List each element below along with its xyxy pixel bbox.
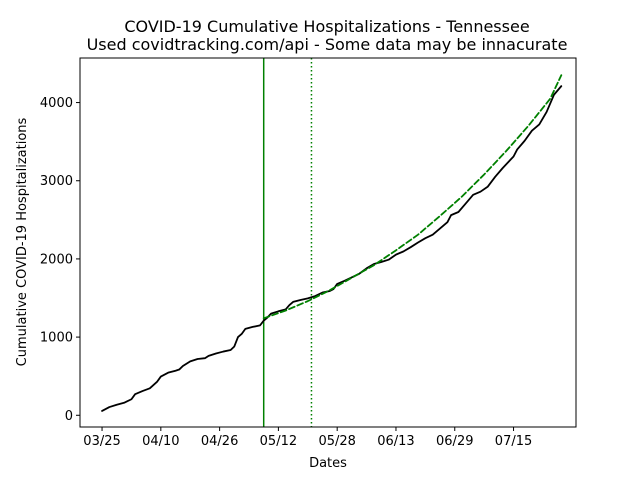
- y-axis: 0 1000 2000 3000 4000: [40, 96, 80, 424]
- series-line-1: [101, 85, 563, 412]
- x-axis-label: Dates: [309, 456, 347, 471]
- plot-area: [101, 58, 563, 427]
- x-tick-label: 06/13: [377, 434, 414, 449]
- series-line-2: [262, 74, 563, 320]
- x-tick-label: 04/10: [142, 434, 179, 449]
- x-tick-label: 07/15: [495, 434, 532, 449]
- y-tick-label: 0: [65, 409, 73, 424]
- y-tick-label: 1000: [40, 331, 73, 346]
- chart-subtitle: Used covidtracking.com/api - Some data m…: [87, 35, 568, 54]
- x-tick-label: 05/28: [318, 434, 355, 449]
- x-tick-label: 06/29: [436, 434, 473, 449]
- plot-frame: [79, 57, 577, 428]
- y-tick-label: 4000: [40, 96, 73, 111]
- x-tick-label: 03/25: [83, 434, 120, 449]
- x-tick-label: 04/26: [201, 434, 238, 449]
- chart-title: COVID-19 Cumulative Hospitalizations - T…: [124, 17, 529, 36]
- x-tick-label: 05/12: [260, 434, 297, 449]
- y-tick-label: 3000: [40, 174, 73, 189]
- y-tick-label: 2000: [40, 252, 73, 267]
- x-axis: 03/25 04/10 04/26 05/12 05/28 06/13 06/29 07/15: [83, 427, 532, 449]
- y-axis-label: Cumulative COVID-19 Hospitalizations: [15, 117, 30, 366]
